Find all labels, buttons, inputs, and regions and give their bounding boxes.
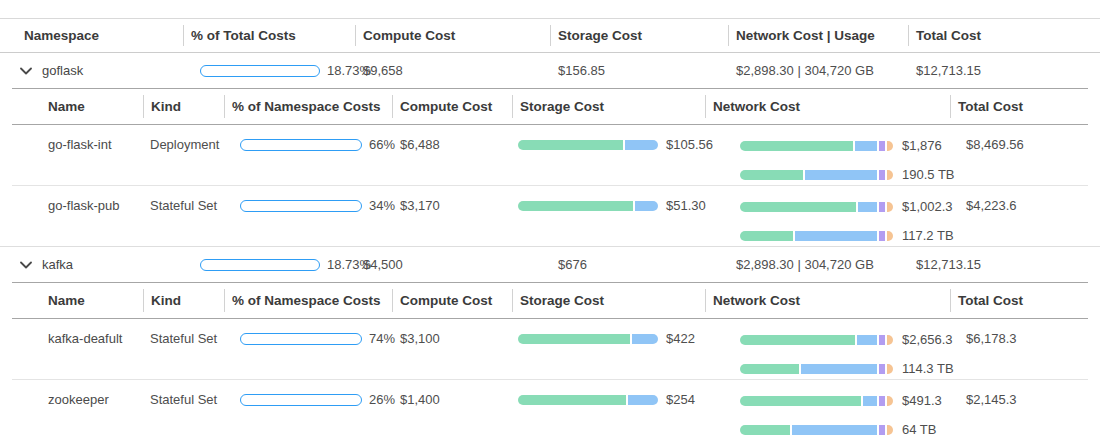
network-usage-bar bbox=[740, 364, 893, 374]
col-header-compute-cost: Compute Cost bbox=[392, 283, 512, 318]
namespace-group-goflask: goflask 18.73% $9,658 $156.85 $2,898.30 … bbox=[0, 53, 1100, 246]
namespace-table-header: Namespace % of Total Costs Compute Cost … bbox=[0, 18, 1100, 53]
workload-row: go-flask-int Deployment 66% $6,488 $105.… bbox=[12, 125, 1088, 186]
compute-cost-value: $4,500 bbox=[355, 257, 550, 272]
col-header-storage-cost: Storage Cost bbox=[550, 19, 728, 52]
storage-cost-value: $254 bbox=[666, 392, 695, 407]
workload-row: zookeeper Stateful Set 26% $1,400 $254 bbox=[12, 380, 1088, 436]
col-header-network-cost: Network Cost bbox=[705, 283, 950, 318]
storage-cost-value: $51.30 bbox=[666, 198, 706, 213]
col-header-pct-namespace-costs: % of Namespace Costs bbox=[224, 283, 392, 318]
workload-table-header: Name Kind % of Namespace Costs Compute C… bbox=[12, 282, 1088, 319]
storage-cost-bar bbox=[518, 395, 658, 405]
top-spacer bbox=[0, 0, 1100, 18]
storage-cost-value: $422 bbox=[666, 331, 695, 346]
total-cost-value: $6,178.3 bbox=[950, 319, 1088, 346]
col-header-storage-cost: Storage Cost bbox=[512, 283, 705, 318]
network-cost-value: $1,002.3 bbox=[902, 199, 953, 214]
total-cost-value: $12,713.15 bbox=[908, 257, 1100, 272]
storage-cost-bar bbox=[518, 201, 658, 211]
total-cost-value: $8,469.56 bbox=[950, 125, 1088, 152]
pct-total-costs-bar bbox=[200, 65, 320, 77]
storage-cost-value: $676 bbox=[550, 257, 728, 272]
col-header-name: Name bbox=[12, 283, 143, 318]
col-header-total-cost: Total Cost bbox=[950, 283, 1088, 318]
network-usage-bar bbox=[740, 231, 893, 241]
namespace-group-kafka: kafka 18.73% $4,500 $676 $2,898.30 | 304… bbox=[0, 246, 1100, 436]
network-cost-bar bbox=[740, 141, 893, 151]
workload-name: go-flask-pub bbox=[12, 186, 143, 213]
workload-table: Name Kind % of Namespace Costs Compute C… bbox=[12, 88, 1088, 246]
network-usage-bar bbox=[740, 170, 893, 180]
col-header-total-cost: Total Cost bbox=[908, 19, 1100, 52]
chevron-down-icon[interactable] bbox=[20, 261, 32, 269]
workload-kind: Deployment bbox=[143, 125, 224, 152]
workload-kind: Stateful Set bbox=[143, 380, 224, 407]
network-usage-value: 190.5 TB bbox=[902, 167, 955, 182]
compute-cost-value: $9,658 bbox=[355, 63, 550, 78]
network-cost-bar bbox=[740, 202, 893, 212]
pct-namespace-costs-bar bbox=[240, 139, 362, 151]
workload-kind: Stateful Set bbox=[143, 186, 224, 213]
col-header-pct-total-costs: % of Total Costs bbox=[183, 19, 355, 52]
col-header-compute-cost: Compute Cost bbox=[392, 89, 512, 124]
pct-total-costs-bar bbox=[200, 259, 320, 271]
network-usage-value: 64 TB bbox=[902, 422, 936, 436]
workload-table: Name Kind % of Namespace Costs Compute C… bbox=[12, 282, 1088, 436]
workload-row: kafka-deafult Stateful Set 74% $3,100 $4… bbox=[12, 319, 1088, 380]
network-cost-usage-value: $2,898.30 | 304,720 GB bbox=[728, 63, 908, 78]
col-header-kind: Kind bbox=[143, 89, 224, 124]
cost-allocation-table: Namespace % of Total Costs Compute Cost … bbox=[0, 0, 1100, 436]
compute-cost-value: $3,170 bbox=[392, 186, 512, 213]
network-cost-value: $2,656.3 bbox=[902, 332, 953, 347]
col-header-total-cost: Total Cost bbox=[950, 89, 1088, 124]
network-cost-usage-value: $2,898.30 | 304,720 GB bbox=[728, 257, 908, 272]
col-header-namespace: Namespace bbox=[0, 19, 183, 52]
network-usage-value: 114.3 TB bbox=[902, 361, 954, 376]
workload-table-header: Name Kind % of Namespace Costs Compute C… bbox=[12, 88, 1088, 125]
storage-cost-bar bbox=[518, 140, 658, 150]
namespace-name: goflask bbox=[42, 63, 83, 78]
namespace-row[interactable]: kafka 18.73% $4,500 $676 $2,898.30 | 304… bbox=[0, 246, 1100, 282]
network-usage-bar bbox=[740, 425, 893, 435]
total-cost-value: $12,713.15 bbox=[908, 63, 1100, 78]
compute-cost-value: $1,400 bbox=[392, 380, 512, 407]
pct-namespace-costs-bar bbox=[240, 200, 362, 212]
col-header-storage-cost: Storage Cost bbox=[512, 89, 705, 124]
network-cost-bar bbox=[740, 396, 893, 406]
col-header-kind: Kind bbox=[143, 283, 224, 318]
pct-namespace-costs-bar bbox=[240, 333, 362, 345]
col-header-name: Name bbox=[12, 89, 143, 124]
workload-row: go-flask-pub Stateful Set 34% $3,170 $51… bbox=[12, 186, 1088, 246]
col-header-pct-namespace-costs: % of Namespace Costs bbox=[224, 89, 392, 124]
workload-name: zookeeper bbox=[12, 380, 143, 407]
compute-cost-value: $3,100 bbox=[392, 319, 512, 346]
chevron-down-icon[interactable] bbox=[20, 67, 32, 75]
namespace-row[interactable]: goflask 18.73% $9,658 $156.85 $2,898.30 … bbox=[0, 53, 1100, 88]
col-header-network-cost-usage: Network Cost | Usage bbox=[728, 19, 908, 52]
col-header-compute-cost: Compute Cost bbox=[355, 19, 550, 52]
col-header-network-cost: Network Cost bbox=[705, 89, 950, 124]
workload-name: kafka-deafult bbox=[12, 319, 143, 346]
total-cost-value: $4,223.6 bbox=[950, 186, 1088, 213]
namespace-name: kafka bbox=[42, 257, 73, 272]
workload-kind: Stateful Set bbox=[143, 319, 224, 346]
total-cost-value: $2,145.3 bbox=[950, 380, 1088, 407]
pct-namespace-costs-bar bbox=[240, 394, 362, 406]
network-cost-value: $491.3 bbox=[902, 393, 942, 408]
workload-name: go-flask-int bbox=[12, 125, 143, 152]
compute-cost-value: $6,488 bbox=[392, 125, 512, 152]
network-cost-bar bbox=[740, 335, 893, 345]
network-usage-value: 117.2 TB bbox=[902, 228, 954, 243]
storage-cost-value: $156.85 bbox=[550, 63, 728, 78]
network-cost-value: $1,876 bbox=[902, 138, 942, 153]
storage-cost-bar bbox=[518, 334, 658, 344]
